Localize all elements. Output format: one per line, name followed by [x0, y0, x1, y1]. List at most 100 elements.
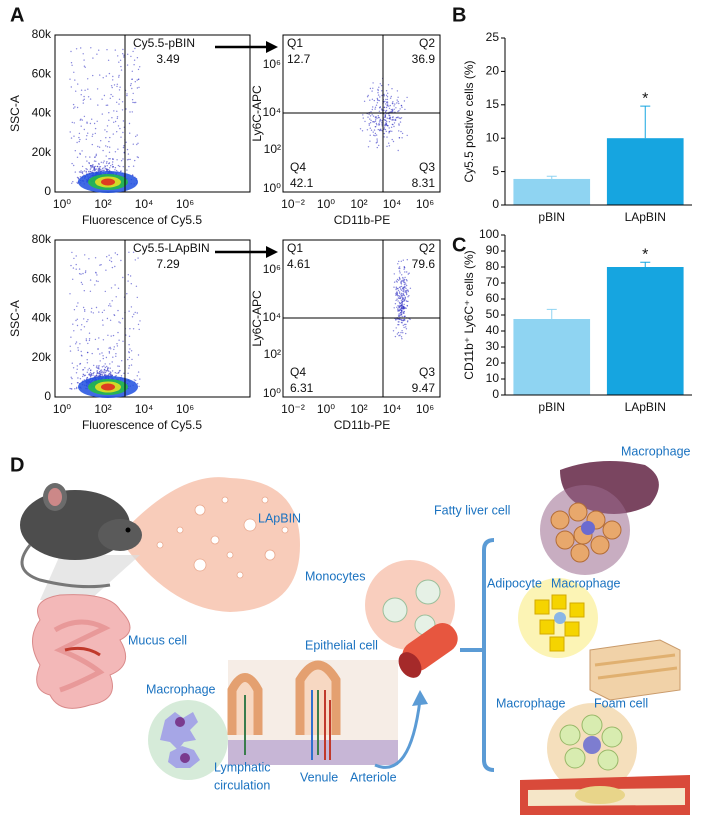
event-dot	[130, 283, 132, 285]
event-dot	[106, 365, 108, 368]
event-dot	[375, 104, 378, 106]
event-dot	[376, 140, 378, 142]
event-dot	[383, 132, 385, 135]
event-dot	[80, 89, 83, 91]
event-dot	[91, 352, 93, 355]
event-dot	[130, 306, 133, 308]
event-dot	[106, 317, 109, 320]
event-dot	[139, 66, 141, 68]
event-dot	[375, 142, 377, 144]
arrows	[215, 41, 278, 258]
event-dot	[106, 369, 109, 371]
event-dot	[85, 168, 87, 170]
event-dot	[80, 171, 82, 173]
event-dot	[99, 353, 101, 355]
event-dot	[116, 159, 118, 161]
event-dot	[70, 383, 73, 385]
event-dot	[69, 350, 72, 352]
event-dot	[366, 129, 369, 131]
event-dot	[398, 301, 401, 304]
event-dot	[400, 308, 402, 310]
event-dot	[94, 156, 96, 158]
event-dot	[99, 170, 101, 172]
event-dot	[398, 266, 401, 268]
event-dot	[84, 254, 86, 256]
event-dot	[110, 335, 112, 337]
event-dot	[82, 272, 84, 275]
event-dot	[92, 312, 95, 314]
event-dot	[392, 118, 394, 121]
event-dot	[387, 92, 389, 95]
event-dot	[112, 79, 114, 81]
event-dot	[400, 292, 403, 295]
event-dot	[377, 89, 379, 92]
event-dot	[400, 336, 403, 338]
event-dot	[77, 349, 80, 351]
event-dot	[90, 373, 92, 376]
y-tick-label: 10⁶	[263, 57, 281, 71]
event-dot	[379, 107, 381, 109]
event-dot	[391, 130, 393, 132]
event-dot	[383, 128, 385, 130]
event-dot	[80, 94, 82, 96]
event-dot	[398, 110, 400, 112]
y-tick-label: 10	[486, 130, 500, 144]
event-dot	[73, 135, 75, 137]
event-dot	[110, 93, 112, 96]
event-dot	[84, 374, 87, 376]
x-tick-label: 10⁻²	[281, 402, 305, 416]
event-dot	[395, 293, 397, 295]
event-dot	[86, 359, 88, 361]
event-dot	[76, 305, 78, 307]
event-dot	[129, 348, 131, 350]
event-dot	[379, 119, 381, 122]
illustration	[20, 461, 690, 815]
event-dot	[97, 348, 99, 350]
event-dot	[73, 309, 76, 311]
event-dot	[114, 49, 117, 51]
x-tick-label: 10⁶	[416, 197, 434, 211]
event-dot	[86, 320, 88, 323]
event-dot	[94, 127, 97, 130]
event-dot	[132, 328, 135, 330]
event-dot	[385, 130, 387, 133]
event-dot	[404, 323, 406, 326]
event-dot	[122, 165, 125, 168]
event-dot	[102, 162, 105, 164]
event-dot	[405, 332, 407, 335]
event-dot	[73, 122, 76, 124]
event-dot	[80, 350, 82, 353]
event-dot	[108, 169, 111, 171]
event-dot	[390, 95, 392, 98]
event-dot	[371, 98, 374, 101]
event-dot	[105, 104, 108, 107]
quadrant-name: Q1	[287, 36, 303, 50]
event-dot	[96, 365, 98, 367]
event-dot	[369, 140, 371, 142]
event-dot	[400, 314, 402, 316]
event-dot	[397, 96, 399, 99]
event-dot	[400, 331, 402, 334]
event-dot	[102, 355, 104, 357]
quadrant-value: 6.31	[290, 381, 314, 395]
event-dot	[119, 127, 121, 130]
event-dot	[82, 306, 85, 309]
event-dot	[106, 49, 108, 51]
event-dot	[374, 120, 377, 123]
event-dot	[409, 287, 412, 289]
event-dot	[133, 313, 135, 315]
event-dot	[117, 365, 119, 367]
event-dot	[371, 108, 373, 111]
event-dot	[78, 132, 81, 135]
event-dot	[375, 134, 378, 136]
event-dot	[388, 127, 390, 129]
event-dot	[77, 302, 79, 304]
event-dot	[370, 111, 372, 113]
event-dot	[73, 71, 75, 74]
event-dot	[116, 345, 119, 347]
event-dot	[134, 159, 136, 162]
event-dot	[79, 378, 82, 380]
event-dot	[381, 122, 383, 124]
event-dot	[70, 264, 72, 267]
event-dot	[103, 160, 105, 162]
